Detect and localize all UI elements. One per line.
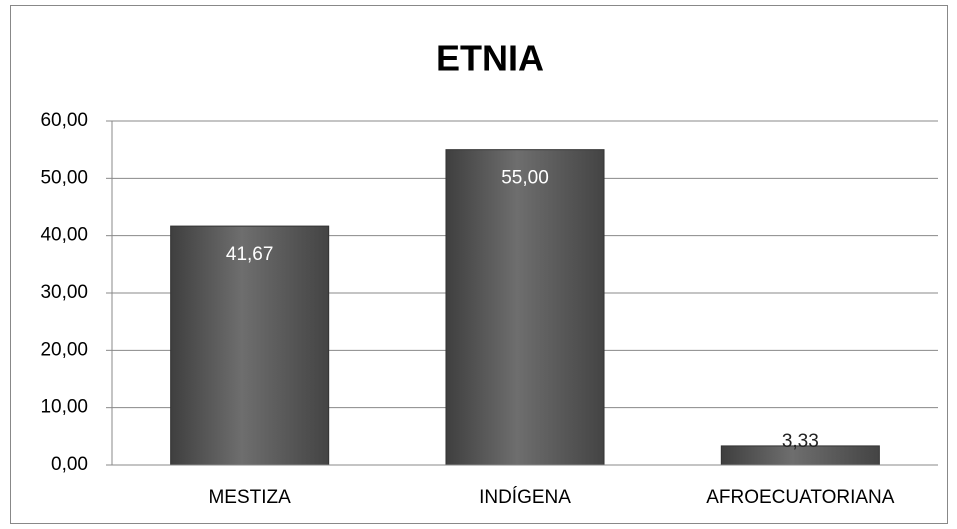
x-tick-label: AFROECUATORIANA [706, 487, 895, 508]
y-tick-label: 10,00 [40, 397, 88, 418]
y-tick-label: 30,00 [40, 282, 88, 303]
bar [445, 149, 605, 466]
y-tick-label: 40,00 [40, 225, 88, 246]
y-tick-label: 0,00 [51, 454, 88, 475]
value-label: 3,33 [782, 431, 819, 452]
y-tick-label: 60,00 [40, 110, 88, 131]
value-label: 41,67 [226, 244, 274, 265]
value-label: 55,00 [501, 168, 549, 189]
x-tick-label: MESTIZA [208, 487, 291, 508]
chart-title: ETNIA [436, 38, 544, 79]
y-tick-label: 20,00 [40, 339, 88, 360]
bar [170, 225, 330, 466]
x-tick-label: INDÍGENA [479, 487, 571, 508]
y-tick-label: 50,00 [40, 167, 88, 188]
